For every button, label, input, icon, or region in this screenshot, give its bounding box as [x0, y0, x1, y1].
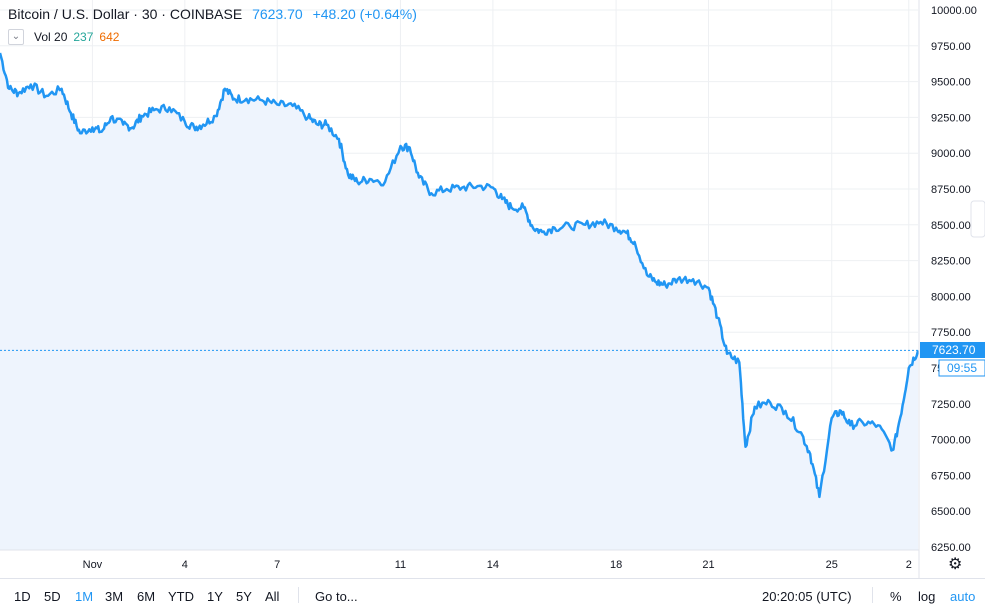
time-tick-label: 2 [906, 559, 912, 571]
price-tick-label: 7000.00 [931, 435, 971, 447]
settings-gear-icon[interactable]: ⚙ [948, 556, 963, 573]
bottom-toolbar: 1D 5D 1M 3M 6M YTD 1Y 5Y All Go to... 20… [0, 578, 985, 609]
timeframe-1m[interactable]: 1M [75, 589, 94, 604]
percent-toggle[interactable]: % [890, 589, 902, 604]
price-tick-label: 9500.00 [931, 77, 971, 89]
timeframe-5y[interactable]: 5Y [236, 589, 252, 604]
timeframe-1d[interactable]: 1D [14, 589, 31, 604]
price-tick-label: 8500.00 [931, 220, 971, 232]
price-tick-label: 6250.00 [931, 542, 971, 554]
countdown-value: 09:55 [947, 361, 977, 375]
price-tick-label: 9750.00 [931, 41, 971, 53]
price-tick-label: 9250.00 [931, 112, 971, 124]
time-tick-label: Nov [83, 559, 103, 571]
timeframe-all[interactable]: All [265, 589, 280, 604]
log-toggle[interactable]: log [918, 589, 936, 604]
price-chart[interactable]: 10000.00 9750.00 9500.00 9250.00 9000.00 8750… [0, 0, 985, 578]
time-tick-label: 4 [182, 559, 188, 571]
price-tick-label: 6750.00 [931, 470, 971, 482]
price-line [0, 52, 920, 499]
volume-legend: ⌄ Vol 20 237 642 [8, 29, 119, 45]
price-area-fill [0, 53, 918, 550]
price-tick-label: 7750.00 [931, 327, 971, 339]
toolbar-divider [298, 587, 299, 603]
goto-button[interactable]: Go to... [315, 589, 358, 604]
timeframe-3m[interactable]: 3M [105, 589, 124, 604]
timeframe-6m[interactable]: 6M [137, 589, 156, 604]
current-price-value: 7623.70 [932, 343, 976, 357]
volume-value-2: 642 [99, 30, 120, 44]
price-tick-label: 6500.00 [931, 506, 971, 518]
scale-handle [970, 200, 985, 238]
toolbar-divider [872, 587, 873, 603]
countdown-badge: 09:55 [938, 359, 985, 377]
price-tick-label: 8000.00 [931, 291, 971, 303]
price-axis-labels: 10000.00 9750.00 9500.00 9250.00 9000.00 8750… [931, 5, 977, 554]
price-tick-label: 10000.00 [931, 5, 977, 17]
price-tick-label: 8250.00 [931, 256, 971, 268]
current-price-badge: 7623.70 [920, 342, 985, 358]
time-tick-label: 18 [610, 559, 622, 571]
auto-toggle[interactable]: auto [950, 589, 976, 604]
collapse-chevron-icon[interactable]: ⌄ [8, 29, 24, 45]
legend-price: 7623.70 [252, 6, 303, 22]
time-axis-labels: Nov 4 7 11 14 18 21 25 2 [83, 559, 912, 571]
timeframe-ytd[interactable]: YTD [168, 589, 194, 604]
time-tick-label: 7 [274, 559, 280, 571]
timeframe-5d[interactable]: 5D [44, 589, 61, 604]
time-tick-label: 21 [702, 559, 714, 571]
time-tick-label: 25 [826, 559, 838, 571]
time-tick-label: 11 [395, 559, 406, 571]
volume-value-1: 237 [73, 30, 94, 44]
price-tick-label: 8750.00 [931, 184, 971, 196]
price-tick-label: 7250.00 [931, 399, 971, 411]
chart-legend: Bitcoin / U.S. Dollar · 30 · COINBASE 76… [8, 6, 417, 22]
utc-clock[interactable]: 20:20:05 (UTC) [762, 589, 852, 604]
legend-change: +48.20 (+0.64%) [312, 6, 417, 22]
price-tick-label: 9000.00 [931, 148, 971, 160]
timeframe-1y[interactable]: 1Y [207, 589, 223, 604]
volume-label: Vol 20 [34, 30, 68, 44]
symbol-title: Bitcoin / U.S. Dollar · 30 · COINBASE [8, 6, 243, 22]
time-tick-label: 14 [487, 559, 499, 571]
